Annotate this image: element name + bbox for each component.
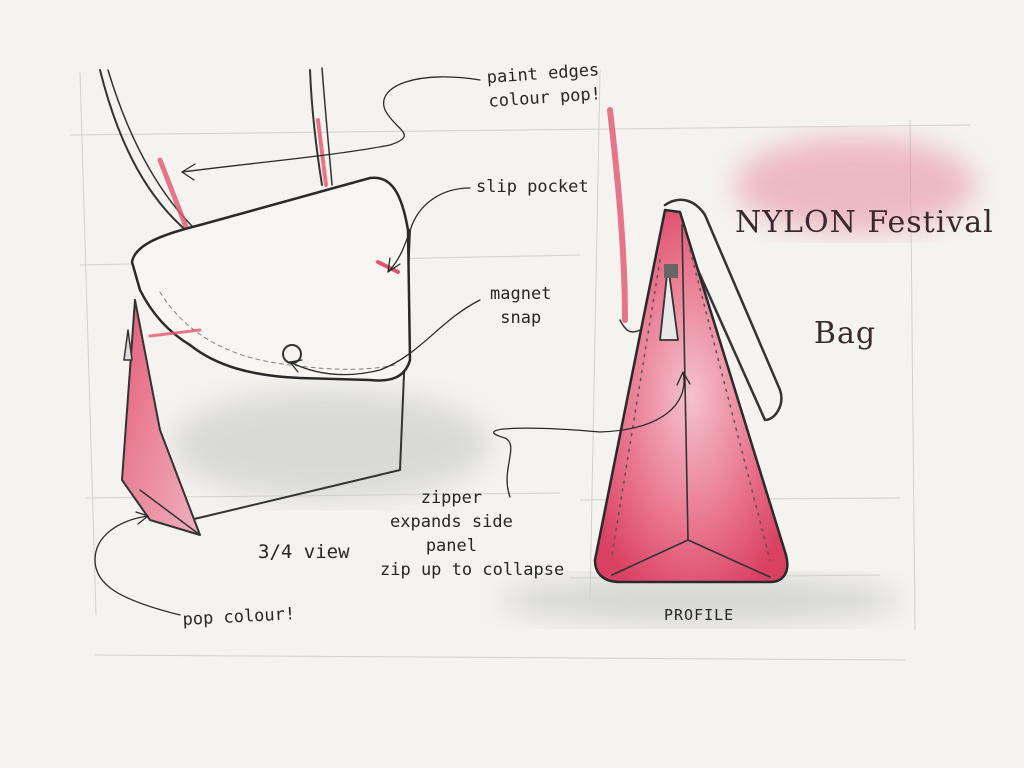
annotation-zip-up: zip up to collapse bbox=[380, 560, 565, 580]
annotation-magnet-snap: magnet snap bbox=[490, 284, 552, 328]
annotation-paint-edges: paint edges colour pop! bbox=[486, 60, 602, 112]
title-line-1: NYLON Festival bbox=[735, 205, 994, 240]
annotation-three-quarter-view: 3/4 view bbox=[258, 541, 350, 563]
title-line-2: Bag bbox=[813, 316, 877, 351]
bag-shadow-left bbox=[170, 390, 490, 500]
annotation-arrows bbox=[94, 76, 691, 616]
title-wash bbox=[735, 137, 975, 233]
annotation-profile: PROFILE bbox=[664, 606, 735, 624]
annotation-zipper: zipper expands side panel bbox=[390, 488, 513, 556]
bag-shadow-right bbox=[500, 576, 900, 624]
annotation-slip-pocket: slip pocket bbox=[476, 177, 589, 197]
bag-three-quarter bbox=[99, 67, 412, 536]
bag-profile bbox=[593, 107, 789, 584]
sketch-title: NYLON Festival Bag bbox=[735, 135, 994, 421]
